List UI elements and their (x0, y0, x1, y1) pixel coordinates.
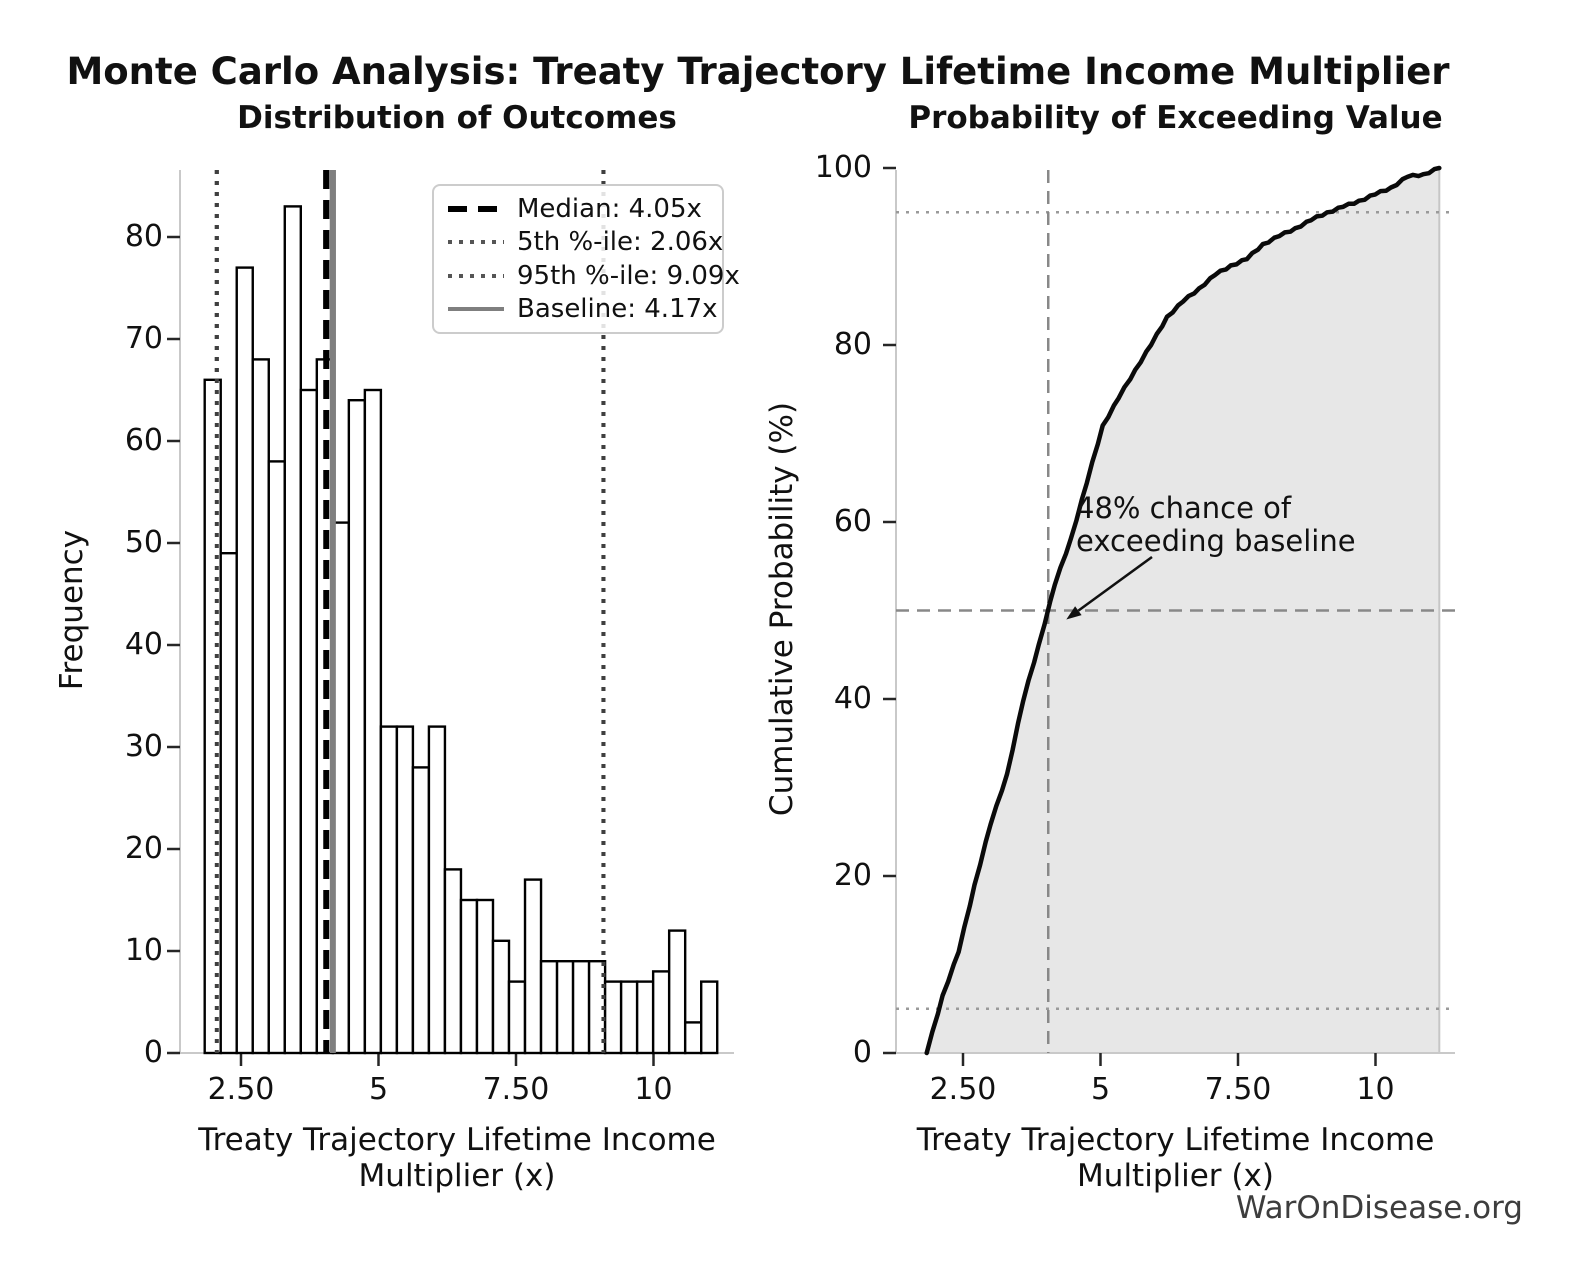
left-x-tick-label: 10 (634, 1072, 673, 1107)
right-y-tick-label: 60 (833, 504, 872, 539)
right-y-tick-label: 20 (833, 858, 872, 893)
left-y-tick-label: 40 (124, 627, 163, 662)
left-x-tick-label: 5 (368, 1072, 389, 1107)
right-y-axis-label: Cumulative Probability (%) (764, 401, 800, 817)
histogram-bar (700, 980, 719, 1055)
right-x-tick-label: 7.50 (1204, 1072, 1272, 1107)
right-x-tick-label: 5 (1090, 1072, 1111, 1107)
left-y-axis-label: Frequency (54, 529, 90, 691)
percentile-dotted-line-sample (448, 273, 504, 278)
right-x-tick-label: 10 (1356, 1072, 1395, 1107)
histogram-bar (619, 980, 639, 1055)
left-y-tick-label: 20 (124, 831, 163, 866)
histogram-bar (443, 868, 463, 1055)
left-y-tick-label: 60 (124, 423, 163, 458)
right-y-tick-label: 40 (833, 681, 872, 716)
percentile-dotted-line-sample (448, 240, 504, 245)
legend-label: Baseline: 4.17x (517, 294, 718, 325)
legend-label: 95th %-ile: 9.09x (517, 260, 740, 291)
histogram-bar (683, 1021, 703, 1055)
annotation-arrow-shaft (1077, 555, 1153, 612)
right-x-axis-label: Treaty Trajectory Lifetime Income Multip… (916, 1122, 1435, 1194)
watermark: WarOnDisease.org (1235, 1190, 1523, 1226)
legend-item-95th-percentile: 95th %-ile: 9.09x (442, 259, 740, 293)
left-y-tick-label: 50 (124, 525, 163, 560)
histogram-bars (203, 205, 719, 1055)
right-y-tick-label: 100 (814, 150, 872, 185)
annotation-line-2: exceeding baseline (1076, 524, 1356, 558)
histogram-bar (555, 960, 575, 1055)
histogram-bar (427, 725, 447, 1055)
histogram-bar (459, 898, 479, 1055)
histogram-bar (379, 725, 399, 1055)
histogram-bar (635, 980, 655, 1055)
right-x-tick-label: 2.50 (929, 1072, 997, 1107)
cdf-fill-area (926, 168, 1440, 1053)
histogram-bar (299, 388, 319, 1055)
histogram-bar (475, 898, 495, 1055)
legend-label: 5th %-ile: 2.06x (517, 227, 724, 258)
histogram-bar (363, 388, 383, 1055)
histogram-bar (411, 766, 431, 1055)
left-y-tick-label: 0 (143, 1035, 163, 1070)
left-chart-title: Distribution of Outcomes (237, 100, 677, 136)
left-x-tick-label: 2.50 (207, 1072, 275, 1107)
histogram-bar (267, 460, 286, 1055)
annotation-text: 48% chance of exceeding baseline (1076, 492, 1356, 558)
histogram-bar (283, 205, 302, 1055)
legend: Median: 4.05x 5th %-ile: 2.06x 95th %-il… (432, 184, 740, 334)
annotation-line-1: 48% chance of (1076, 491, 1292, 525)
left-y-tick-label: 80 (124, 219, 163, 254)
histogram-bar (523, 878, 543, 1055)
histogram-bar (571, 960, 591, 1055)
histogram-bar (235, 266, 254, 1055)
histogram-bar (507, 980, 527, 1055)
baseline-solid-line-sample (448, 307, 504, 312)
right-y-tick-label: 0 (852, 1035, 872, 1070)
histogram-bar (395, 725, 415, 1055)
annotation-arrow-head (1066, 606, 1082, 620)
cdf-curve (924, 165, 1442, 1056)
legend-label: Median: 4.05x (517, 193, 702, 224)
histogram-bar (539, 960, 559, 1055)
left-y-tick-label: 30 (124, 729, 163, 764)
histogram-bar (491, 939, 511, 1055)
legend-item-baseline: Baseline: 4.17x (442, 293, 718, 327)
left-y-tick-label: 70 (124, 321, 163, 356)
histogram-bar (651, 970, 671, 1055)
left-x-tick-label: 7.50 (482, 1072, 550, 1107)
right-chart-title: Probability of Exceeding Value (908, 100, 1443, 136)
histogram-bar (667, 929, 687, 1055)
main-title: Monte Carlo Analysis: Treaty Trajectory … (66, 50, 1450, 93)
legend-item-5th-percentile: 5th %-ile: 2.06x (442, 226, 723, 260)
histogram-bar (603, 980, 623, 1055)
left-y-tick-label: 10 (124, 933, 163, 968)
left-x-axis-label: Treaty Trajectory Lifetime Income Multip… (198, 1122, 716, 1194)
legend-item-median: Median: 4.05x (442, 192, 716, 226)
right-y-tick-label: 80 (833, 327, 872, 362)
histogram-bar (347, 399, 367, 1055)
histogram-bar (219, 552, 238, 1055)
histogram-bar (251, 358, 270, 1055)
median-dashed-line-sample (448, 205, 504, 212)
